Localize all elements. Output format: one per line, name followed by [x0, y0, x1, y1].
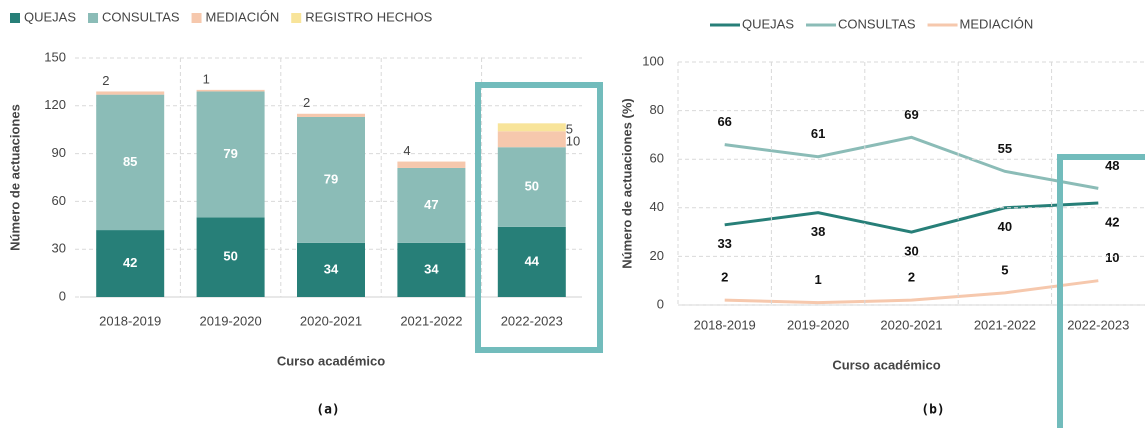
x-tick-label: 2021-2022: [400, 313, 462, 328]
value-label: 79: [223, 146, 237, 161]
value-label: 50: [223, 249, 237, 264]
bar-segment: [397, 161, 466, 168]
value-label: 44: [525, 253, 540, 268]
x-tick-label: 2022-2023: [501, 313, 563, 328]
x-tick-label: 2020-2021: [300, 313, 362, 328]
value-label: 38: [811, 224, 825, 239]
x-tick-label: 2019-2020: [200, 313, 262, 328]
series-line: [724, 135, 1099, 190]
value-label: 1: [203, 71, 210, 86]
highlight-box: [1057, 154, 1145, 433]
bar-segment: [297, 116, 365, 243]
value-label: 5: [566, 122, 573, 137]
bar-segment: [297, 242, 365, 297]
legend-label: REGISTRO HECHOS: [305, 9, 432, 24]
x-axis-title: Curso académico: [277, 353, 385, 368]
series-line: [724, 279, 1099, 305]
bar-segment: [397, 242, 466, 297]
value-label: 66: [717, 114, 731, 129]
legend-label: QUEJAS: [742, 16, 794, 31]
y-tick-label: 40: [650, 199, 664, 214]
highlight-box: [475, 82, 603, 353]
legend-swatch: [291, 13, 302, 23]
value-label: 10: [566, 134, 580, 149]
value-label: 42: [123, 255, 137, 270]
value-label: 55: [998, 141, 1012, 156]
value-label: 40: [998, 219, 1012, 234]
y-tick-label: 100: [642, 53, 664, 68]
x-tick-label: 2020-2021: [880, 317, 942, 332]
y-tick-label: 80: [650, 102, 664, 117]
bar-segment: [497, 147, 566, 227]
bar-segment: [397, 167, 466, 243]
series-line: [724, 201, 1099, 234]
x-axis-title: Curso académico: [832, 357, 940, 372]
legend-label: QUEJAS: [24, 9, 76, 24]
value-label: 5: [1001, 262, 1008, 277]
x-tick-label: 2018-2019: [694, 317, 756, 332]
legend-label: CONSULTAS: [838, 16, 916, 31]
legend-swatch: [191, 13, 202, 23]
value-label: 30: [904, 244, 918, 259]
y-tick-label: 0: [59, 288, 66, 303]
x-tick-label: 2018-2019: [99, 313, 161, 328]
y-tick-label: 0: [657, 296, 664, 311]
y-axis-title: Número de actuaciones (%): [619, 98, 634, 269]
bar-segment: [297, 113, 365, 117]
value-label: 10: [1105, 250, 1119, 265]
value-label: 33: [717, 236, 731, 251]
value-label: 47: [424, 197, 438, 212]
legend-swatch: [88, 13, 99, 23]
value-label: 50: [525, 178, 539, 193]
y-tick-label: 60: [52, 193, 66, 208]
bar-segment: [196, 217, 265, 297]
bar-segment: [96, 91, 165, 95]
value-label: 2: [721, 270, 728, 285]
value-label: 2: [908, 270, 915, 285]
bar-segment: [96, 230, 165, 297]
bar-segment: [196, 89, 265, 92]
value-label: 34: [324, 261, 339, 276]
y-tick-label: 20: [650, 248, 664, 263]
value-label: 85: [123, 154, 137, 169]
value-label: 4: [403, 143, 410, 158]
value-label: 2: [303, 95, 310, 110]
value-label: 48: [1105, 158, 1119, 173]
legend-label: MEDIACIÓN: [960, 16, 1034, 31]
y-tick-label: 30: [52, 241, 66, 256]
value-label: 79: [324, 171, 338, 186]
bar-segment: [497, 131, 566, 148]
value-label: 1: [814, 272, 821, 287]
value-label: 69: [904, 107, 918, 122]
chart-caption: (b): [921, 403, 944, 418]
bar-segment: [497, 123, 566, 132]
y-tick-label: 120: [44, 97, 66, 112]
y-tick-label: 60: [650, 151, 664, 166]
value-label: 42: [1105, 214, 1119, 229]
x-tick-label: 2019-2020: [787, 317, 849, 332]
x-tick-label: 2022-2023: [1067, 317, 1129, 332]
legend-label: CONSULTAS: [102, 9, 180, 24]
value-label: 61: [811, 126, 825, 141]
y-tick-label: 150: [44, 49, 66, 64]
legend-label: MEDIACIÓN: [206, 9, 280, 24]
value-label: 2: [102, 73, 109, 88]
bar-segment: [497, 226, 566, 297]
bar-segment: [96, 94, 165, 231]
y-axis-title: Número de actuaciones: [7, 104, 22, 251]
y-tick-label: 90: [52, 145, 66, 160]
chart-caption: (a): [316, 403, 339, 418]
value-label: 34: [424, 261, 439, 276]
legend-swatch: [10, 13, 20, 23]
bar-segment: [196, 91, 265, 218]
x-tick-label: 2021-2022: [974, 317, 1036, 332]
